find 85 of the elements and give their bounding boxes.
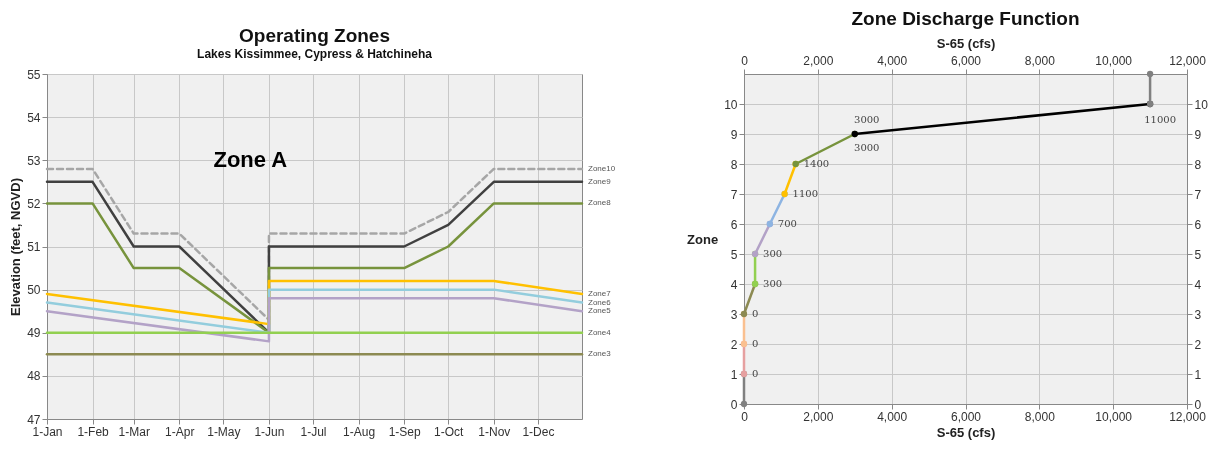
series-label: Zone8 xyxy=(588,198,612,208)
annotation: 300 xyxy=(763,278,783,289)
x-tick-label: 1-May xyxy=(207,424,241,439)
x2-axis-title: S-65 (cfs) xyxy=(936,35,996,51)
y-tick-label: 4 xyxy=(730,277,738,292)
y2-tick-label: 4 xyxy=(1194,277,1202,292)
y-tick-label: 8 xyxy=(730,157,738,172)
y-tick-label: 48 xyxy=(27,369,41,384)
chart-subtitle: Lakes Kissimmee, Cypress & Hatchineha xyxy=(197,47,433,61)
annotation: 300 xyxy=(763,248,783,259)
y2-tick-label: 6 xyxy=(1194,217,1202,232)
x-tick-label: 1-Mar xyxy=(118,424,150,439)
x-tick-label: 1-Sep xyxy=(388,424,421,439)
x-tick-label: 1-Feb xyxy=(77,424,110,439)
y-tick-label: 49 xyxy=(27,326,41,341)
x-tick-label: 8,000 xyxy=(1024,409,1056,424)
y-tick-label: 6 xyxy=(730,217,738,232)
y-tick-label: 0 xyxy=(730,397,738,412)
y2-tick-label: 7 xyxy=(1194,187,1202,202)
x2-tick-label: 4,000 xyxy=(877,53,908,68)
y-axis-title: Zone xyxy=(687,231,719,247)
y-tick-label: 1 xyxy=(730,367,738,382)
y2-tick-label: 3 xyxy=(1194,307,1202,322)
y-tick-label: 47 xyxy=(27,412,41,427)
y2-tick-label: 8 xyxy=(1194,157,1202,172)
y-tick-label: 52 xyxy=(27,196,41,211)
y-tick-label: 5 xyxy=(730,247,738,262)
y-tick-label: 53 xyxy=(27,153,41,168)
y-tick-label: 55 xyxy=(27,67,41,82)
x-tick-label: 1-Nov xyxy=(478,424,511,439)
y-tick-label: 9 xyxy=(730,127,738,142)
x-tick-label: 1-Apr xyxy=(165,424,195,439)
series-label: Zone6 xyxy=(588,297,612,307)
annotation: 0 xyxy=(752,368,759,379)
x-tick-label: 1-Aug xyxy=(343,424,376,439)
x-tick-label: 0 xyxy=(741,409,749,424)
x-tick-label: 4,000 xyxy=(877,409,908,424)
series-label: Zone9 xyxy=(588,176,612,186)
series-label: Zone4 xyxy=(588,327,612,337)
y2-tick-label: 1 xyxy=(1194,367,1202,382)
point xyxy=(1146,70,1154,78)
x2-tick-label: 2,000 xyxy=(803,53,834,68)
annotation: 1400 xyxy=(803,158,830,169)
series-label: Zone5 xyxy=(588,306,612,316)
y-tick-label: 3 xyxy=(730,307,738,322)
y-tick-label: 54 xyxy=(27,110,41,125)
x2-tick-label: 12,000 xyxy=(1169,53,1207,68)
y-tick-label: 2 xyxy=(730,337,738,352)
annotation: 3000 xyxy=(854,142,880,153)
y2-tick-label: 0 xyxy=(1194,397,1202,412)
annotation: 0 xyxy=(752,308,759,319)
x-tick-label: 2,000 xyxy=(803,409,834,424)
x-tick-label: 1-Jan xyxy=(32,424,63,439)
x2-tick-label: 10,000 xyxy=(1095,53,1133,68)
series-label: Zone3 xyxy=(588,349,612,359)
y-tick-label: 7 xyxy=(730,187,738,202)
x-tick-label: 1-Jul xyxy=(300,424,327,439)
y-axis-title: Elevation (feet, NGVD) xyxy=(8,178,24,316)
x-tick-label: 1-Dec xyxy=(522,424,555,439)
annotation: Zone A xyxy=(213,147,288,173)
y-tick-label: 50 xyxy=(27,283,41,298)
y2-tick-label: 2 xyxy=(1194,337,1202,352)
x-tick-label: 10,000 xyxy=(1095,409,1133,424)
x2-tick-label: 6,000 xyxy=(950,53,982,68)
y-tick-label: 51 xyxy=(27,240,41,254)
y2-tick-label: 9 xyxy=(1194,127,1202,142)
annotation: 3000 xyxy=(854,114,880,125)
annotation: 0 xyxy=(752,338,759,349)
x2-tick-label: 0 xyxy=(741,53,749,68)
series-label: Zone10 xyxy=(588,163,616,173)
x-tick-label: 6,000 xyxy=(950,409,982,424)
x-tick-label: 12,000 xyxy=(1169,409,1207,424)
y2-tick-label: 10 xyxy=(1194,97,1209,112)
series-label: Zone7 xyxy=(588,288,612,298)
annotation: 11000 xyxy=(1144,114,1176,125)
x-axis-title: S-65 (cfs) xyxy=(936,424,996,440)
y-tick-label: 10 xyxy=(724,97,738,112)
annotation: 1100 xyxy=(792,188,819,199)
x2-tick-label: 8,000 xyxy=(1024,53,1056,68)
chart-title: Zone Discharge Function xyxy=(851,8,1080,29)
x-tick-label: 1-Oct xyxy=(434,424,465,439)
x-tick-label: 1-Jun xyxy=(254,424,285,439)
y2-tick-label: 5 xyxy=(1194,247,1202,262)
annotation: 700 xyxy=(777,218,797,229)
chart-title: Operating Zones xyxy=(239,25,390,46)
